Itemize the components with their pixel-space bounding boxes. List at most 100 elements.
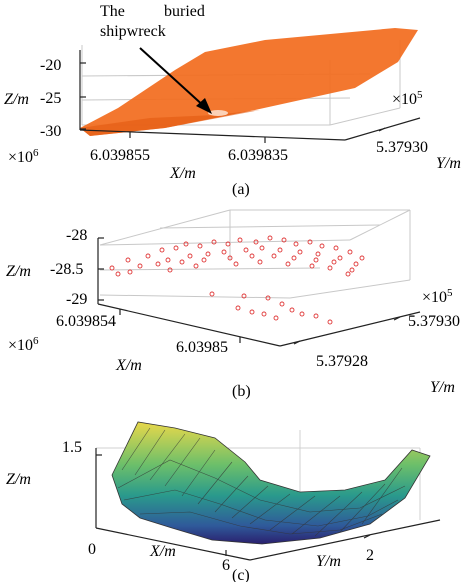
scatter-point [285, 261, 291, 267]
scatter-point [127, 269, 133, 275]
y-multiplier-a: ×105 [392, 89, 423, 108]
figure-a: The buried shipwreck -20 -25 -30 Z/m ×10… [4, 3, 461, 198]
scatter-point [137, 263, 143, 269]
shipwreck-patch [208, 110, 228, 116]
scatter-point [345, 271, 351, 277]
scatter-point [253, 239, 259, 245]
y-tick-a-0: 5.37930 [376, 139, 428, 156]
x-tick-b-0: 6.039854 [56, 313, 116, 330]
scatter-point [277, 247, 283, 253]
figure-c: 1.5 Z/m 0 X/m 6 Y/m 2 (c) [6, 421, 441, 582]
scatter-point [349, 267, 355, 273]
scatter-point [299, 311, 305, 317]
scatter-point [115, 271, 121, 277]
z-tick-a-0: -20 [40, 57, 61, 74]
z-tick-a-2: -30 [40, 123, 61, 140]
x-label-b: X/m [115, 357, 142, 374]
scatter-point [267, 235, 273, 241]
scatter-point [167, 267, 173, 273]
scatter-point [197, 243, 203, 249]
surface-mesh-lines [117, 427, 406, 537]
y-tick-b-0: 5.37930 [408, 313, 460, 330]
annotation-line1-word1: The [100, 3, 125, 20]
y-tick-b-1: 5.37928 [316, 353, 368, 370]
x-label-a: X/m [169, 165, 196, 182]
scatter-point [193, 263, 199, 269]
scatter-point [201, 257, 207, 263]
scatter-point [241, 293, 247, 299]
scatter-point [233, 261, 239, 267]
scatter-point [313, 257, 319, 263]
scatter-point [337, 255, 343, 261]
axes-b [97, 237, 421, 347]
x-tick-c-0: 0 [88, 541, 96, 558]
scatter-point [165, 257, 171, 263]
x-tick-a-0: 6.039855 [90, 147, 150, 164]
scatter-point [319, 243, 325, 249]
z-tick-a-1: -25 [40, 90, 61, 107]
scatter-point [307, 239, 313, 245]
scatter-point [293, 241, 299, 247]
scatter-point [155, 261, 161, 267]
scatter-point [145, 253, 151, 259]
y-tick-c-0: 2 [366, 547, 374, 564]
scatter-point [315, 251, 321, 257]
scatter-point [261, 311, 267, 317]
scatter-point [331, 259, 337, 265]
scatter-point [173, 245, 179, 251]
scatter-point [273, 315, 279, 321]
scatter-point [279, 301, 285, 307]
scatter-point [109, 265, 115, 271]
z-label-b: Z/m [6, 263, 31, 280]
z-label-a: Z/m [4, 91, 29, 108]
scatter-point [235, 305, 241, 311]
scatter-point [249, 253, 255, 259]
annotation-arrow [139, 47, 212, 114]
y-multiplier-b: ×105 [422, 287, 453, 306]
scatter-point [265, 295, 271, 301]
scatter-point [281, 237, 287, 243]
surface-shading [80, 110, 260, 136]
scatter-point [353, 261, 359, 267]
scatter-point [187, 253, 193, 259]
panel-a: The buried shipwreck -20 -25 -30 Z/m ×10… [0, 0, 474, 200]
scatter-point [327, 265, 333, 271]
annotation-line2: shipwreck [100, 23, 166, 40]
z-tick-b-1: -28.5 [50, 261, 83, 278]
x-multiplier-b: ×106 [8, 335, 39, 354]
scatter-point [159, 247, 165, 253]
axes-c [95, 448, 441, 561]
x-multiplier-a: ×106 [8, 147, 39, 166]
scatter-point [183, 241, 189, 247]
scatter-point [257, 259, 263, 265]
y-label-a: Y/m [436, 155, 461, 172]
scatter-point [327, 319, 333, 325]
scatter-point [313, 313, 319, 319]
scatter-point [205, 251, 211, 257]
scatter-point [333, 245, 339, 251]
caption-b: (b) [232, 383, 251, 400]
scatter-point [289, 307, 295, 313]
scatter-point [347, 249, 353, 255]
scatter-point [291, 255, 297, 261]
caption-a: (a) [232, 181, 250, 198]
scatter-point [309, 263, 315, 269]
scatter-point [209, 291, 215, 297]
axes-a [79, 50, 421, 143]
scatter-point [297, 249, 303, 255]
scatter-points [109, 235, 365, 325]
scatter-point [237, 237, 243, 243]
scatter-point [249, 309, 255, 315]
x-tick-c-1: 6 [222, 557, 230, 574]
scatter-point [225, 241, 231, 247]
scatter-point [259, 245, 265, 251]
z-tick-b-0: -28 [66, 227, 87, 244]
scatter-point [227, 255, 233, 261]
y-label-c: Y/m [316, 553, 341, 570]
figure-b: -28 -28.5 -29 Z/m 6.039854 ×106 6.03985 … [6, 209, 460, 400]
scatter-point [179, 259, 185, 265]
scatter-point [359, 255, 365, 261]
grid-box-b [99, 209, 411, 299]
y-label-b: Y/m [430, 379, 455, 396]
scatter-point [271, 253, 277, 259]
